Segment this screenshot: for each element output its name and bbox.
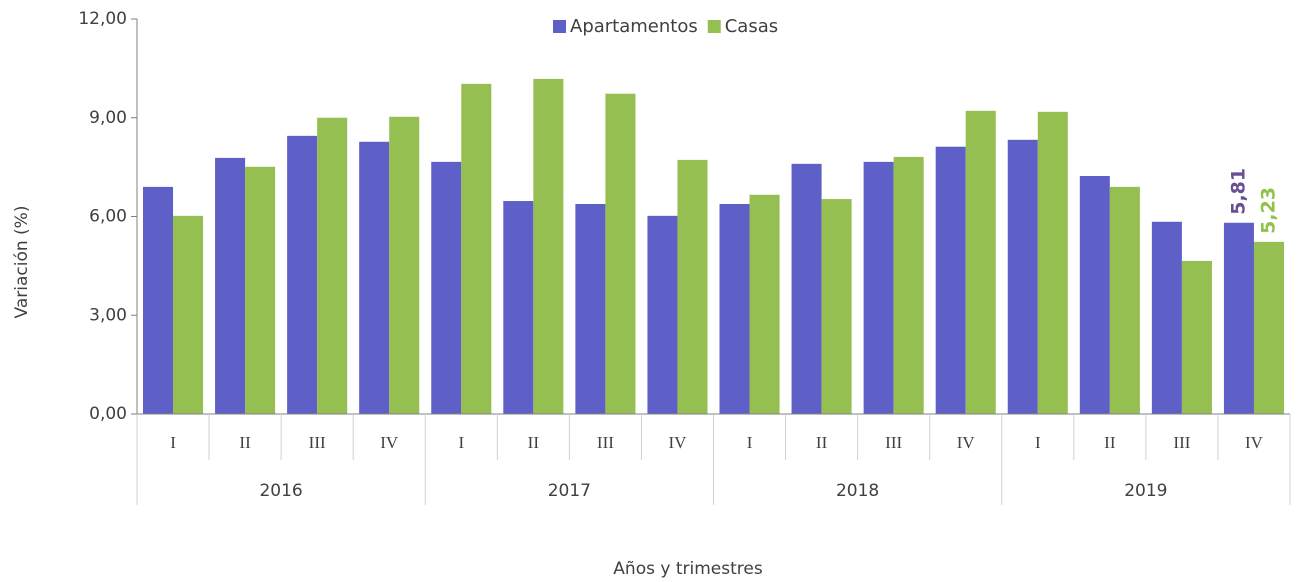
x-tick-label: IV [668, 433, 687, 452]
bar [431, 161, 462, 414]
legend-swatch [707, 20, 721, 33]
x-tick-label: III [1173, 433, 1190, 452]
x-tick-label: IV [380, 433, 399, 452]
y-tick-label: 9,00 [89, 108, 127, 128]
bar [1253, 241, 1284, 414]
bar [317, 117, 348, 414]
bar [1007, 139, 1038, 414]
y-axis-title: Variación (%) [12, 206, 32, 319]
bar [821, 199, 852, 414]
x-tick-label: II [239, 433, 251, 452]
legend-swatch [553, 20, 566, 33]
x-tick-label: IV [1245, 433, 1264, 452]
y-tick-label: 3,00 [89, 305, 127, 325]
bar [749, 194, 780, 414]
bar [1223, 222, 1254, 414]
bar [287, 135, 318, 414]
bar [791, 163, 822, 414]
data-label: 5,23 [1257, 187, 1279, 234]
x-tick-label: III [885, 433, 902, 452]
legend-label: Casas [725, 16, 778, 37]
bar [647, 215, 678, 414]
bar [533, 78, 564, 415]
bar [1181, 260, 1212, 414]
bar [245, 166, 276, 414]
bar [965, 110, 996, 415]
x-tick-label: II [816, 433, 828, 452]
x-group-label: 2016 [259, 481, 302, 501]
bar [575, 203, 606, 414]
x-tick-label: II [1104, 433, 1116, 452]
bar [893, 156, 924, 414]
x-axis-title: Años y trimestres [613, 559, 763, 579]
y-tick-label: 0,00 [89, 404, 127, 424]
data-label: 5,81 [1227, 168, 1249, 215]
bar [461, 83, 492, 415]
bar [605, 93, 636, 415]
x-group-label: 2017 [548, 481, 591, 501]
bar [359, 141, 390, 414]
legend-label: Apartamentos [570, 16, 698, 37]
bar [143, 186, 174, 414]
bar [215, 157, 246, 415]
bar [677, 159, 708, 414]
bar [173, 215, 204, 414]
x-tick-label: III [597, 433, 614, 452]
x-group-label: 2018 [836, 481, 879, 501]
x-tick-label: I [458, 433, 464, 452]
bar [1109, 186, 1140, 414]
y-tick-label: 6,00 [89, 207, 127, 227]
bar [389, 116, 420, 414]
bar [1151, 221, 1182, 414]
bar [1037, 111, 1068, 414]
y-tick-label: 12,00 [78, 9, 127, 29]
x-tick-label: II [528, 433, 540, 452]
x-group-label: 2019 [1124, 481, 1167, 501]
bar [503, 201, 534, 414]
x-tick-label: I [170, 433, 176, 452]
bar [935, 146, 966, 414]
bar [719, 203, 750, 414]
x-tick-label: I [747, 433, 753, 452]
x-tick-label: I [1035, 433, 1041, 452]
bar [863, 161, 894, 414]
bar [1079, 176, 1110, 414]
x-tick-label: IV [957, 433, 976, 452]
x-tick-label: III [309, 433, 326, 452]
